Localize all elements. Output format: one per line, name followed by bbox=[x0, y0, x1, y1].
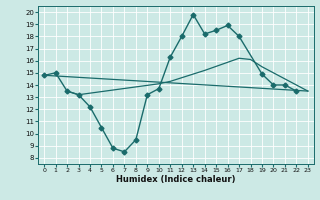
X-axis label: Humidex (Indice chaleur): Humidex (Indice chaleur) bbox=[116, 175, 236, 184]
